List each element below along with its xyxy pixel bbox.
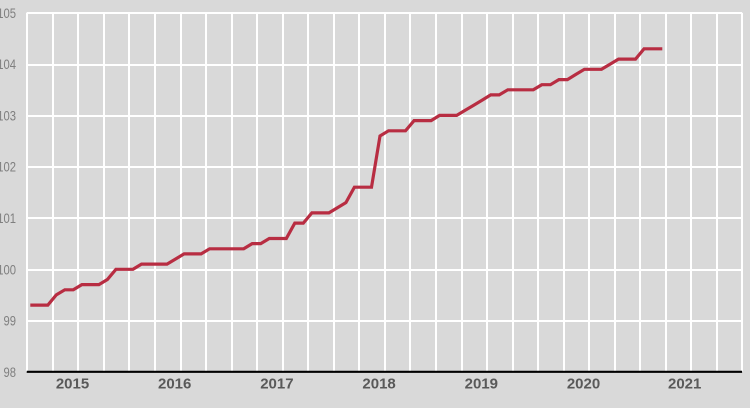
svg-text:2017: 2017	[260, 376, 293, 393]
svg-text:100: 100	[0, 261, 16, 277]
svg-text:2015: 2015	[56, 376, 89, 393]
svg-text:2018: 2018	[362, 376, 395, 393]
svg-text:101: 101	[0, 210, 16, 226]
svg-text:105: 105	[0, 5, 16, 21]
svg-text:98: 98	[4, 364, 17, 380]
svg-text:2021: 2021	[668, 376, 701, 393]
svg-text:2020: 2020	[567, 376, 600, 393]
svg-text:102: 102	[0, 159, 16, 175]
svg-text:2019: 2019	[465, 376, 498, 393]
svg-text:99: 99	[4, 313, 17, 329]
svg-text:2016: 2016	[158, 376, 191, 393]
svg-text:103: 103	[0, 107, 16, 123]
svg-text:104: 104	[0, 56, 16, 72]
